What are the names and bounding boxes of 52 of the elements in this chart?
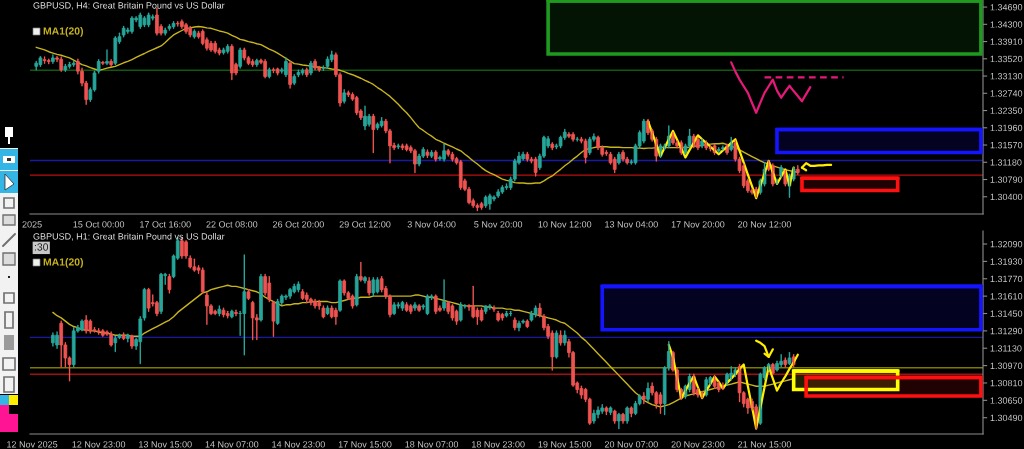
x-tick-label: 3 Nov 04:00	[407, 221, 456, 228]
y-tick-label: 1.30400	[990, 193, 1023, 201]
x-tick-label: 26 Oct 20:00	[273, 221, 324, 228]
x-tick-label: 10 Nov 12:00	[538, 221, 592, 228]
x-tick-label: 19 Nov 15:00	[538, 441, 592, 448]
x-tick-label: 17 Nov 15:00	[338, 441, 392, 448]
y-tick-label: 1.32350	[990, 107, 1023, 114]
text: MA1(20)	[43, 258, 83, 268]
x-tick-label: 22 Oct 08:00	[206, 221, 258, 228]
x-tick-label: 14 Nov 07:00	[205, 441, 259, 448]
x-tick-label: 20 Nov 23:00	[671, 441, 725, 448]
y-tick-label: 1.31770	[990, 275, 1023, 283]
x-tick-label: 20 Nov 07:00	[604, 441, 658, 448]
x-tick-label: 13 Nov 15:00	[139, 441, 192, 448]
x-tick-label: 2025	[22, 221, 42, 228]
x-tick-label: 17 Oct 16:00	[140, 221, 191, 228]
x-tick-label: 5 Nov 20:00	[474, 221, 523, 228]
x-tick-label: 12 Nov 23:00	[72, 441, 126, 448]
y-tick-label: 1.30650	[990, 397, 1023, 404]
x-tick-label: 29 Oct 12:00	[339, 221, 391, 228]
chart-title: GBPUSD, H4: Great Britain Pound vs US Dollar	[33, 2, 225, 10]
chart-title: GBPUSD, H1: Great Britain Pound vs US Dollar	[33, 233, 225, 241]
x-tick-label: 12 Nov 2025	[7, 441, 58, 448]
x-tick-label: 18 Nov 07:00	[405, 441, 459, 448]
x-tick-label: 13 Nov 04:00	[605, 221, 658, 228]
x-tick-label: 18 Nov 23:00	[472, 441, 525, 448]
y-tick-label: 1.31290	[990, 327, 1023, 335]
y-tick-label: 1.30490	[990, 414, 1023, 422]
y-tick-label: 1.31610	[990, 293, 1023, 300]
y-tick-label: 1.32090	[990, 240, 1023, 248]
x-tick-label: 15 Oct 00:00	[73, 221, 125, 228]
x-tick-label: 21 Nov 15:00	[738, 441, 792, 448]
y-tick-label: 1.33130	[990, 73, 1023, 80]
y-tick-label: 1.31180	[990, 159, 1022, 166]
x-tick-label: 20 Nov 12:00	[738, 221, 792, 228]
y-tick-label: 1.31130	[990, 345, 1022, 352]
annotation: :30	[34, 243, 49, 251]
y-tick-label: 1.31450	[990, 310, 1023, 317]
y-tick-label: 1.32740	[990, 90, 1023, 97]
series-label: MA1(20)	[43, 27, 83, 37]
y-tick-label: 1.30810	[990, 379, 1023, 387]
y-tick-label: 1.33910	[990, 38, 1023, 45]
y-tick-label: 1.30790	[990, 176, 1023, 183]
y-tick-label: 1.31960	[990, 124, 1023, 132]
y-tick-label: 1.34690	[990, 4, 1023, 11]
y-tick-label: 1.30970	[990, 362, 1023, 369]
y-tick-label: 1.31570	[990, 141, 1023, 149]
x-tick-label: 17 Nov 20:00	[671, 221, 725, 228]
x-tick-label: 14 Nov 23:00	[272, 441, 325, 448]
y-tick-label: 1.34300	[990, 21, 1023, 28]
y-tick-label: 1.31930	[990, 258, 1023, 265]
y-tick-label: 1.33520	[990, 55, 1023, 63]
